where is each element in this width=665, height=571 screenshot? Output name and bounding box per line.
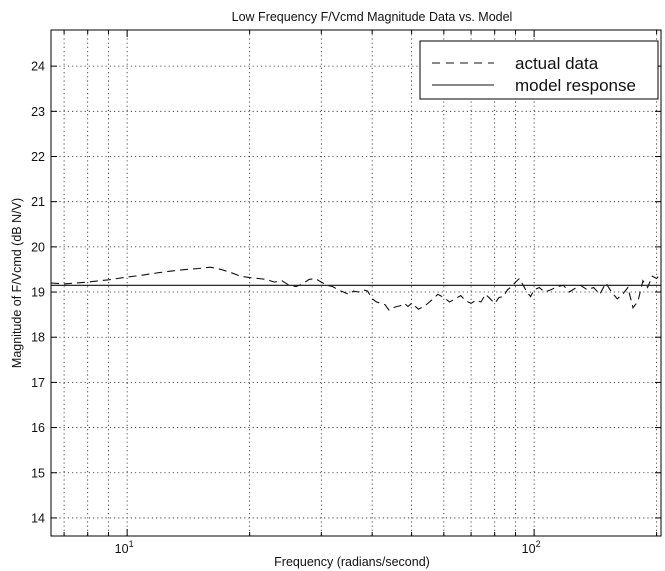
y-tick-label: 20 bbox=[31, 240, 45, 254]
axis-ticks bbox=[51, 30, 661, 536]
y-tick-label: 17 bbox=[31, 376, 45, 390]
y-tick-labels: 14 15 16 17 18 19 20 21 22 23 24 bbox=[31, 60, 45, 526]
y-tick-label: 22 bbox=[31, 150, 45, 164]
plot-frame bbox=[50, 29, 662, 537]
y-tick-label: 15 bbox=[31, 466, 45, 480]
legend-label-actual-data: actual data bbox=[515, 54, 599, 73]
y-tick-label: 16 bbox=[31, 421, 45, 435]
grid-lines bbox=[51, 30, 661, 536]
y-tick-label: 23 bbox=[31, 105, 45, 119]
legend-box bbox=[419, 40, 659, 100]
y-tick-label: 19 bbox=[31, 286, 45, 300]
x-tick-label: 101 bbox=[115, 539, 134, 556]
x-axis-label: Frequency (radians/second) bbox=[274, 555, 430, 569]
x-tick-labels: 101 102 bbox=[115, 539, 541, 556]
y-axis-label: Magnitude of F/Vcmd (dB N/V) bbox=[10, 198, 24, 368]
y-tick-label: 18 bbox=[31, 331, 45, 345]
y-tick-label: 21 bbox=[31, 195, 45, 209]
series-layer bbox=[50, 266, 662, 311]
x-tick-label: 102 bbox=[522, 539, 541, 556]
legend-label-model-response: model response bbox=[515, 76, 636, 95]
series-line-actual-data bbox=[50, 266, 662, 311]
y-tick-label: 24 bbox=[31, 60, 45, 74]
chart-title: Low Frequency F/Vcmd Magnitude Data vs. … bbox=[232, 10, 513, 24]
legend: actual data model response bbox=[419, 40, 659, 100]
y-tick-label: 14 bbox=[31, 511, 45, 525]
